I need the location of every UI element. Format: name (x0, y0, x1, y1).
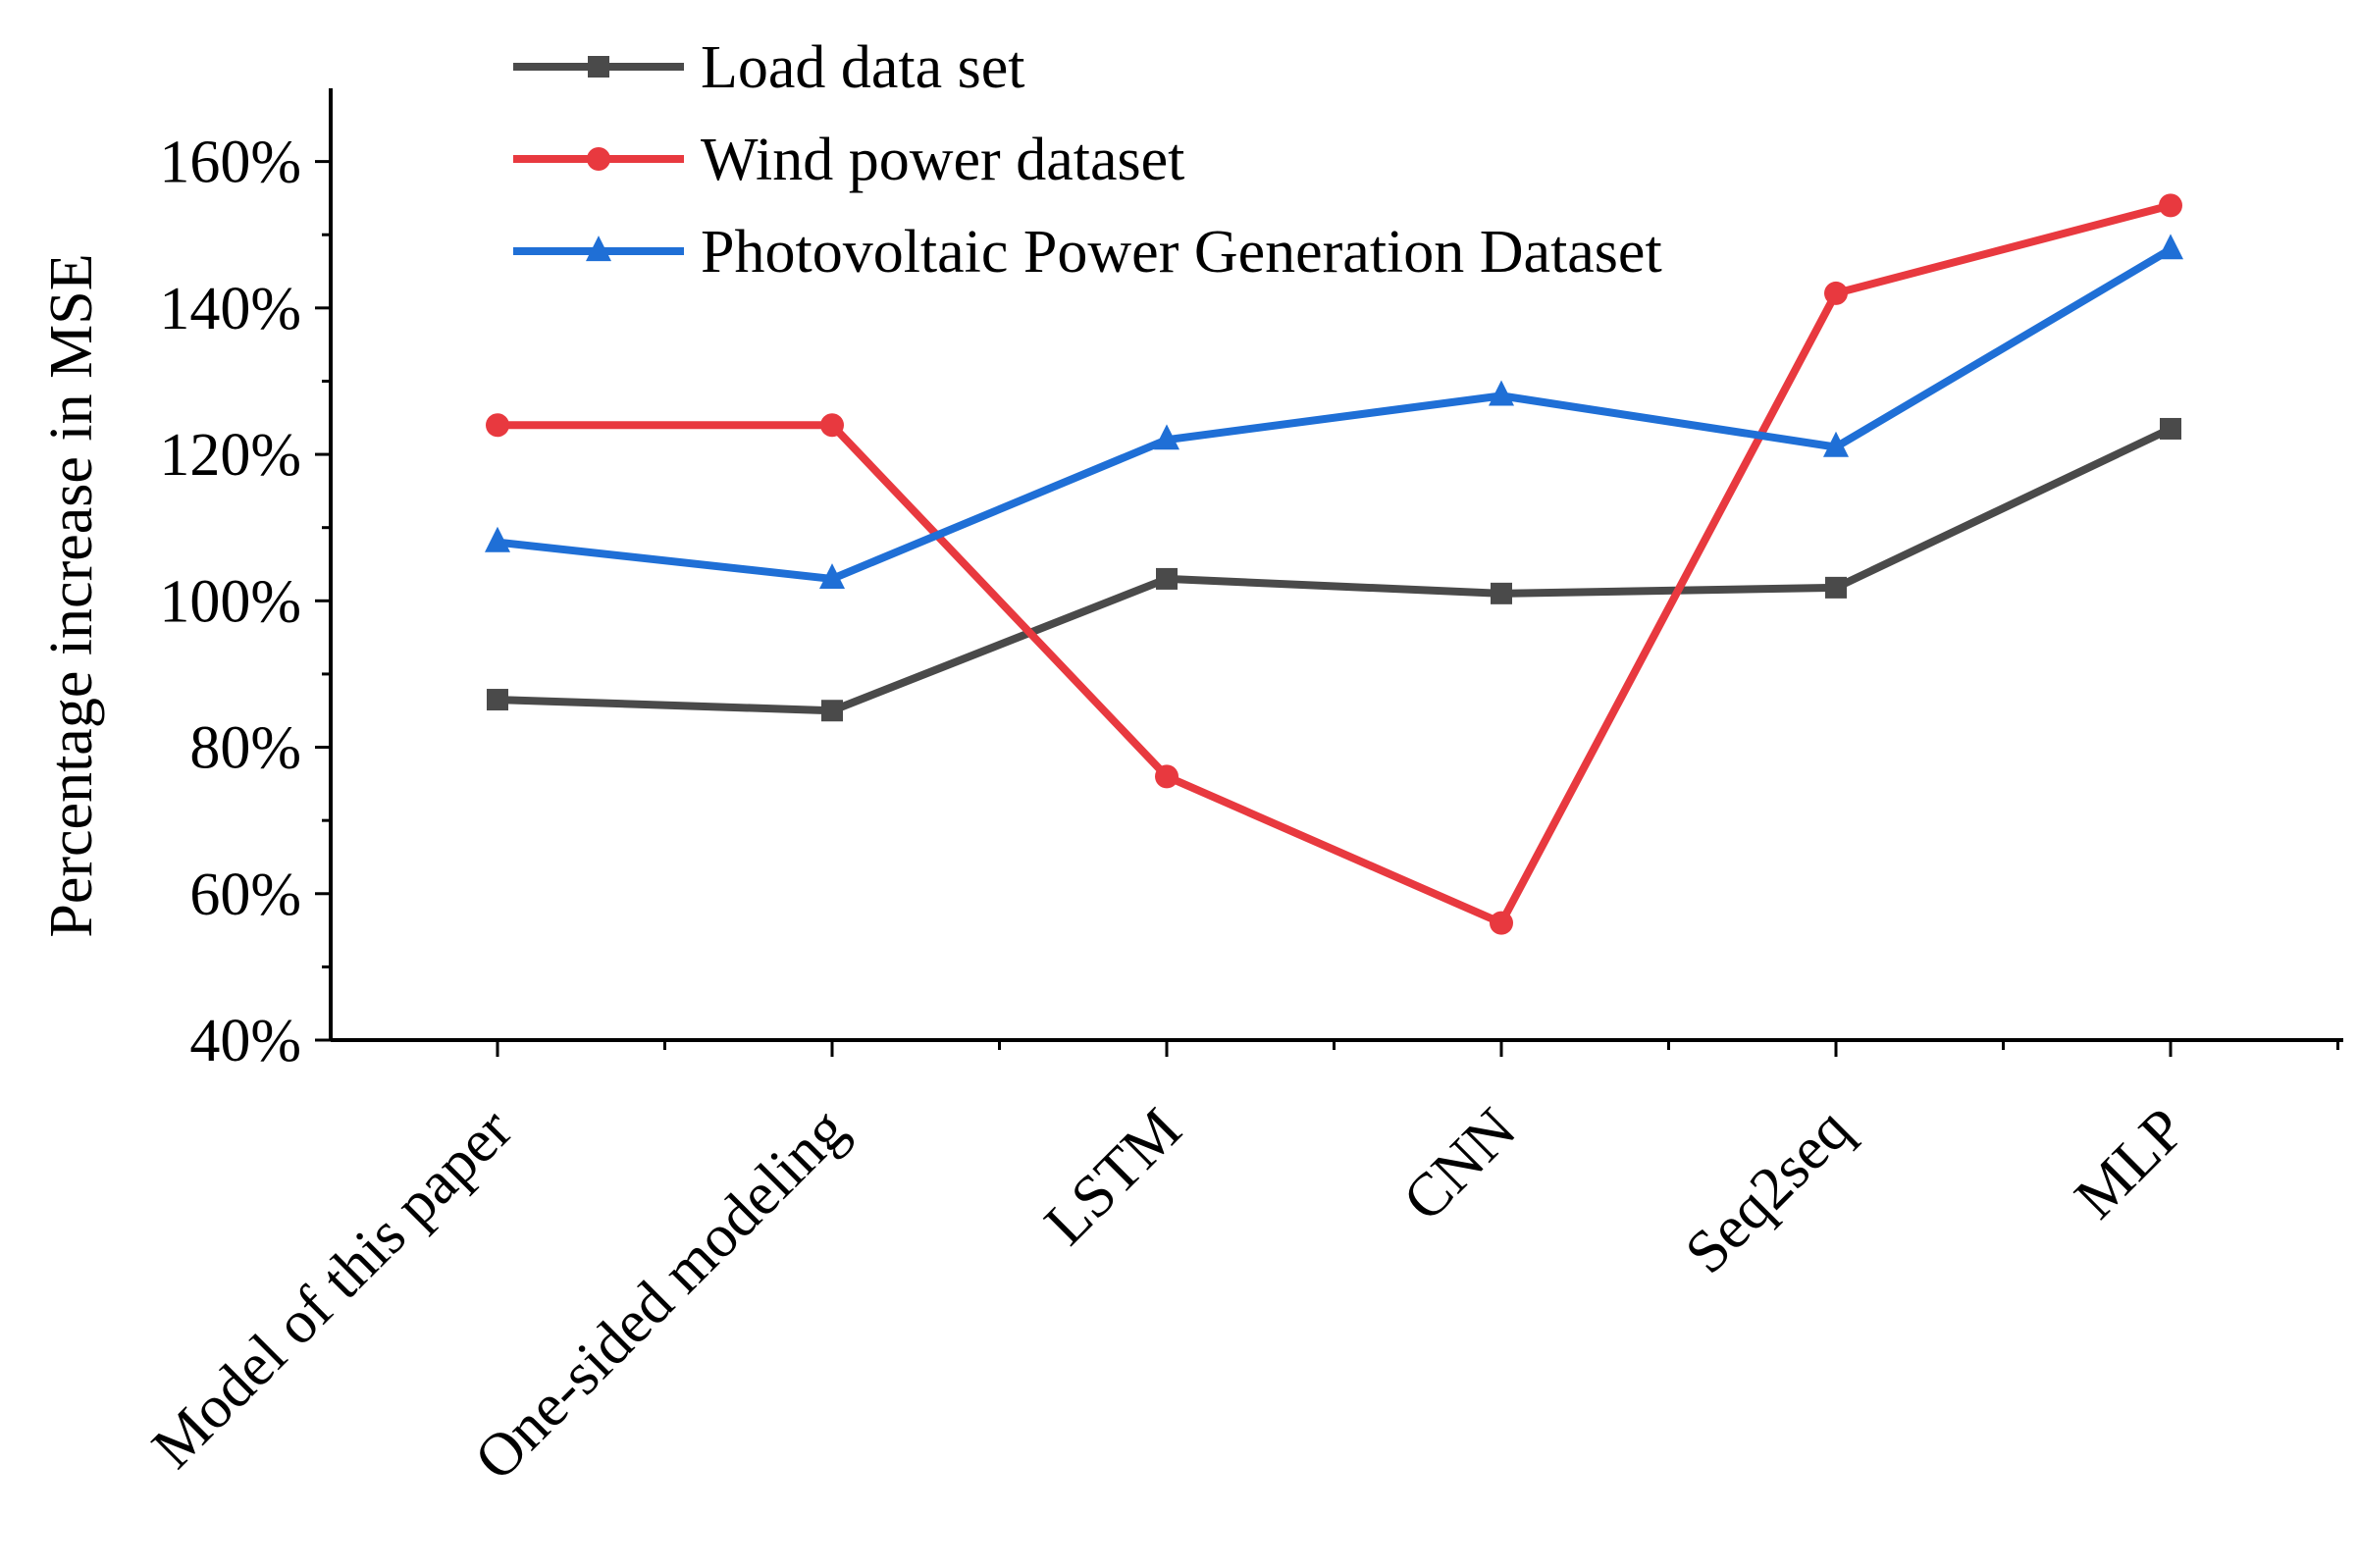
data-point (1489, 380, 1514, 406)
legend-item: Wind power dataset (513, 127, 1184, 193)
y-tick-label: 140% (159, 276, 301, 342)
series-1 (487, 417, 2181, 722)
y-ticks: 40% 60% 80% 100% 120% 140% 160% (159, 130, 331, 1074)
x-tick-label: LSTM (1032, 1096, 1194, 1258)
y-axis-title: Percentage increase in MSE (38, 253, 105, 937)
data-point (819, 563, 845, 590)
x-tick-label: Model of this paper (139, 1096, 525, 1482)
data-point (820, 413, 844, 438)
y-tick-label: 40% (189, 1008, 301, 1074)
legend-marker (586, 235, 611, 262)
legend: Load data set Wind power dataset Photovolt… (513, 34, 1662, 286)
legend-item: Load data set (513, 34, 1025, 101)
x-tick-label: MLP (2063, 1096, 2198, 1231)
data-point (2159, 193, 2182, 218)
x-tick-label: CNN (1390, 1096, 1529, 1234)
data-point (1823, 431, 1849, 457)
data-point (1824, 281, 1848, 305)
data-point (1491, 582, 1512, 604)
data-point (1490, 911, 1513, 935)
x-tick-label: One-sided modeling (462, 1096, 860, 1493)
series-3 (485, 234, 2183, 590)
data-point (2160, 417, 2181, 440)
data-point (1825, 576, 1847, 599)
legend-marker (587, 147, 610, 171)
data-point (1154, 424, 1179, 450)
legend-label: Load data set (701, 34, 1025, 101)
data-point (485, 526, 510, 552)
series-line (497, 245, 2174, 583)
series-line (498, 201, 2173, 927)
series-2 (486, 193, 2182, 935)
y-tick-label: 100% (159, 568, 301, 635)
data-point (487, 689, 508, 711)
legend-marker (588, 56, 609, 78)
series-layer (485, 193, 2183, 935)
data-point (1155, 764, 1179, 789)
data-point (2158, 234, 2183, 260)
legend-label: Wind power dataset (701, 127, 1184, 193)
data-point (821, 700, 843, 722)
data-point (486, 413, 509, 438)
x-tick-label: Seq2seq (1673, 1096, 1863, 1286)
series-line (497, 425, 2173, 715)
y-tick-label: 120% (159, 422, 301, 489)
y-tick-label: 60% (189, 862, 301, 928)
y-tick-label: 160% (159, 130, 301, 196)
y-tick-label: 80% (189, 715, 301, 782)
legend-label: Photovoltaic Power Generation Dataset (701, 219, 1662, 286)
legend-item: Photovoltaic Power Generation Dataset (513, 219, 1662, 286)
data-point (1156, 567, 1178, 590)
